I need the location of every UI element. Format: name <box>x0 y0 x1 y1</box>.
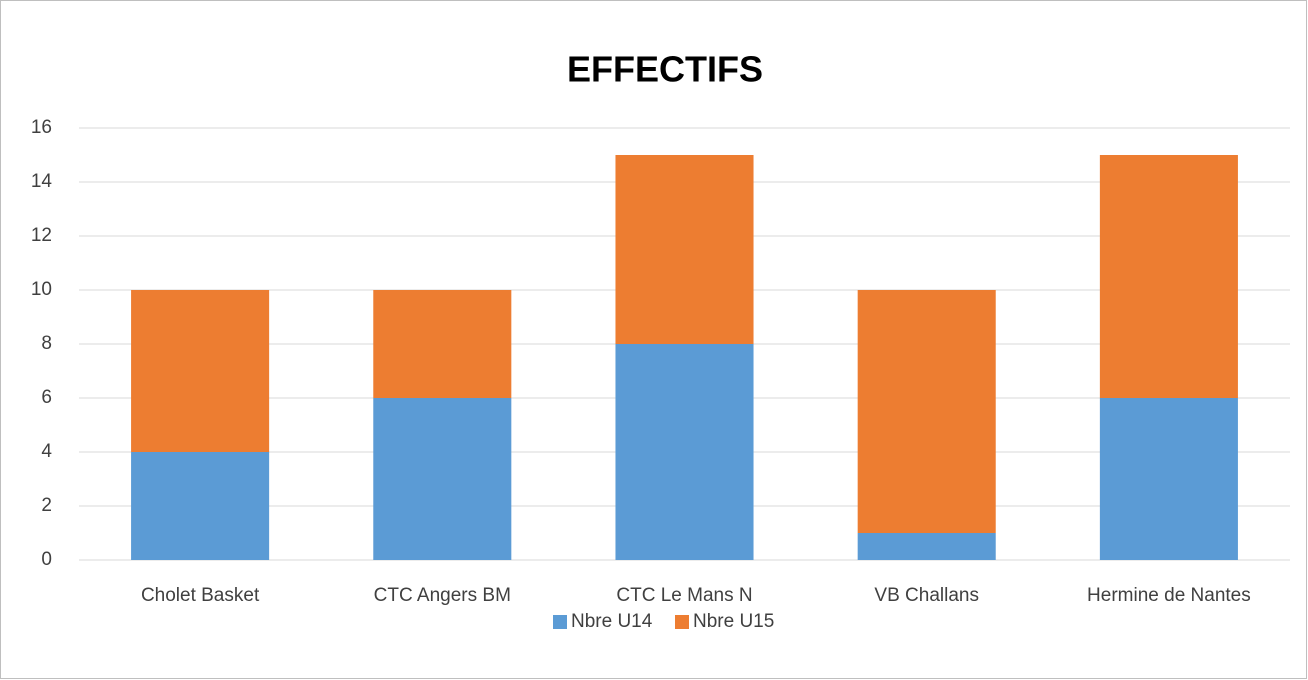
x-tick-label: VB Challans <box>874 585 979 606</box>
chart-title: EFFECTIFS <box>567 49 763 90</box>
y-tick-label: 14 <box>31 171 53 192</box>
x-tick-label: Hermine de Nantes <box>1087 585 1251 606</box>
y-tick-label: 4 <box>41 441 52 462</box>
bar <box>1099 398 1238 560</box>
bar <box>615 155 754 344</box>
legend-label: Nbre U15 <box>693 611 774 632</box>
y-tick-label: 16 <box>31 117 52 138</box>
bar <box>857 533 996 560</box>
bar <box>615 344 754 560</box>
x-tick-label: CTC Le Mans N <box>616 585 752 606</box>
legend-swatch <box>675 615 689 629</box>
bar <box>1099 155 1238 398</box>
y-tick-label: 0 <box>41 549 52 570</box>
y-tick-label: 12 <box>31 225 52 246</box>
bar <box>373 398 512 560</box>
legend-label: Nbre U14 <box>571 611 653 632</box>
y-tick-label: 10 <box>31 279 52 300</box>
bar <box>857 290 996 533</box>
y-tick-label: 2 <box>41 495 52 516</box>
bar <box>131 290 270 452</box>
legend-swatch <box>553 615 567 629</box>
x-tick-label: CTC Angers BM <box>374 585 511 606</box>
y-tick-label: 6 <box>41 387 52 408</box>
bar <box>131 452 270 560</box>
x-tick-label: Cholet Basket <box>141 585 260 606</box>
y-tick-label: 8 <box>41 333 52 354</box>
bar <box>373 290 512 398</box>
